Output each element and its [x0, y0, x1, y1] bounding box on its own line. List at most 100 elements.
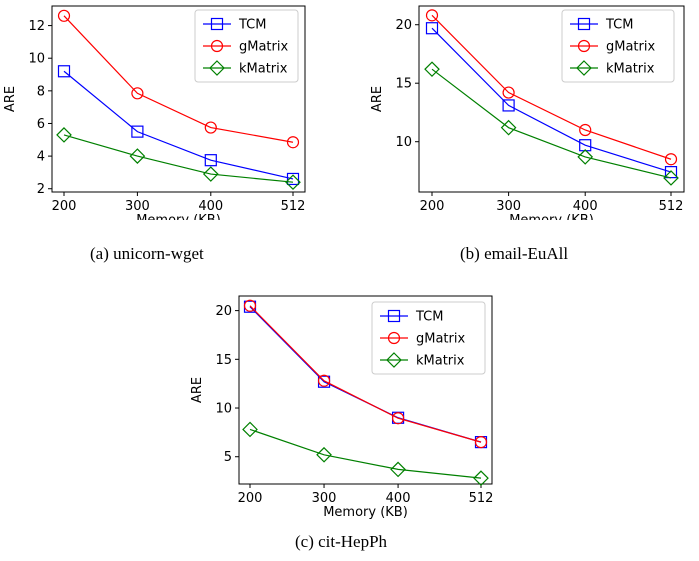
plot-frame [238, 295, 493, 485]
data-point-gmatrix [502, 86, 515, 99]
y-tick-label: 15 [215, 353, 232, 368]
legend: TCM gMatrix kMatrix [371, 301, 486, 375]
x-axis-label: Memory (KB) [509, 213, 594, 220]
caption-b: (b) email-EuAll [460, 244, 569, 263]
y-tick-label: 6 [37, 117, 45, 132]
plot-frame [51, 5, 306, 193]
legend-marker-gmatrix [577, 39, 591, 53]
series-tcm [57, 65, 300, 186]
x-tick-label: 300 [312, 491, 337, 506]
chart-c: 200 300 400 512 5 10 15 20 Memory (KB) ARE TCM gMat… [180, 288, 510, 520]
legend-marker-kmatrix [576, 60, 592, 76]
data-point-kmatrix [202, 166, 219, 182]
legend: TCM gMatrix kMatrix [561, 9, 675, 83]
legend-marker-gmatrix [210, 39, 224, 53]
data-point-kmatrix [129, 148, 146, 164]
caption-c: (c) cit-HepPh [295, 532, 388, 551]
series-gmatrix [243, 299, 488, 449]
y-tick-label: 10 [215, 402, 232, 417]
data-point-kmatrix [577, 149, 594, 165]
chart-c-svg: 200 300 400 512 5 10 15 20 Memory (KB) ARE TCM gMat… [190, 295, 494, 520]
data-point-kmatrix [316, 446, 332, 463]
data-point-gmatrix [425, 9, 439, 22]
legend-marker-tcm [577, 17, 591, 31]
data-point-kmatrix [56, 127, 72, 143]
series-gmatrix [57, 9, 300, 149]
legend-label-tcm: TCM [415, 310, 443, 325]
chart-a-svg: 200 300 400 512 2 4 6 8 10 12 Memory (KB) ARE TCM gMa… [3, 5, 306, 228]
series-kmatrix [424, 61, 679, 186]
y-tick-label: 5 [224, 450, 232, 465]
data-point-kmatrix [242, 421, 258, 438]
chart-b-svg: 200 300 400 512 10 15 20 Memory (KB) ARE TCM gMatr… [370, 5, 685, 228]
plot-frame [418, 5, 685, 193]
data-point-tcm [425, 22, 439, 35]
legend-marker-tcm [210, 17, 224, 31]
x-tick-label: 512 [469, 491, 494, 506]
data-point-gmatrix [391, 412, 405, 425]
y-tick-label: 15 [395, 77, 412, 92]
series-gmatrix [425, 9, 678, 166]
x-tick-label: 200 [52, 199, 77, 214]
legend-label-tcm: TCM [238, 18, 266, 33]
data-point-gmatrix [243, 299, 257, 312]
legend-label-kmatrix: kMatrix [239, 62, 288, 77]
data-point-tcm [286, 172, 300, 186]
data-point-gmatrix [286, 136, 300, 149]
y-tick-label: 10 [395, 135, 412, 150]
legend-label-kmatrix: kMatrix [416, 354, 465, 369]
data-point-tcm [204, 154, 217, 167]
data-point-gmatrix [57, 9, 71, 22]
caption-a: (a) unicorn-wget [90, 244, 204, 263]
legend-marker-tcm [387, 309, 401, 323]
legend-marker-gmatrix [387, 331, 401, 345]
series-line-tcm [431, 27, 672, 173]
x-tick-label: 300 [125, 199, 150, 214]
y-tick-label: 2 [37, 182, 45, 197]
x-tick-label: 400 [386, 491, 411, 506]
x-tick-label: 200 [420, 199, 445, 214]
chart-b: 200 300 400 512 10 15 20 Memory (KB) ARE TCM gMatr… [352, 0, 699, 228]
legend-label-gmatrix: gMatrix [606, 40, 655, 55]
data-point-kmatrix [663, 170, 679, 186]
series-line-kmatrix [431, 68, 672, 179]
x-tick-label: 512 [281, 199, 306, 214]
data-point-gmatrix [317, 374, 331, 387]
data-point-tcm [57, 65, 71, 78]
series-line-gmatrix [249, 305, 482, 443]
legend-label-gmatrix: gMatrix [416, 332, 465, 347]
series-line-gmatrix [63, 15, 294, 143]
legend-marker-kmatrix [386, 352, 402, 368]
y-tick-label: 12 [28, 19, 45, 34]
series-line-tcm [63, 70, 294, 180]
series-line-kmatrix [63, 134, 294, 183]
data-point-kmatrix [285, 174, 301, 191]
y-axis-label: ARE [370, 86, 385, 112]
data-point-tcm [131, 125, 144, 138]
x-tick-label: 200 [238, 491, 263, 506]
legend-label-tcm: TCM [605, 18, 633, 33]
legend-label-kmatrix: kMatrix [606, 62, 655, 77]
data-point-gmatrix [474, 436, 488, 449]
x-tick-label: 400 [573, 199, 598, 214]
data-point-kmatrix [500, 119, 517, 136]
y-axis-label: ARE [3, 86, 18, 112]
data-point-kmatrix [424, 61, 440, 78]
y-tick-label: 8 [37, 84, 45, 99]
series-kmatrix [242, 421, 489, 487]
y-tick-label: 10 [28, 52, 45, 67]
x-axis-label: Memory (KB) [323, 505, 408, 520]
y-tick-label: 20 [395, 18, 412, 33]
data-point-gmatrix [579, 123, 592, 137]
y-axis-label: ARE [190, 377, 205, 403]
y-tick-label: 4 [37, 150, 45, 165]
x-tick-label: 512 [659, 199, 684, 214]
legend-box [371, 301, 486, 375]
series-line-kmatrix [249, 428, 482, 479]
chart-a: 200 300 400 512 2 4 6 8 10 12 Memory (KB) ARE TCM gMa… [0, 0, 320, 228]
data-point-tcm [502, 99, 515, 112]
data-point-gmatrix [204, 121, 217, 134]
legend-label-gmatrix: gMatrix [239, 40, 288, 55]
data-point-gmatrix [664, 153, 678, 166]
legend: TCM gMatrix kMatrix [194, 9, 299, 83]
